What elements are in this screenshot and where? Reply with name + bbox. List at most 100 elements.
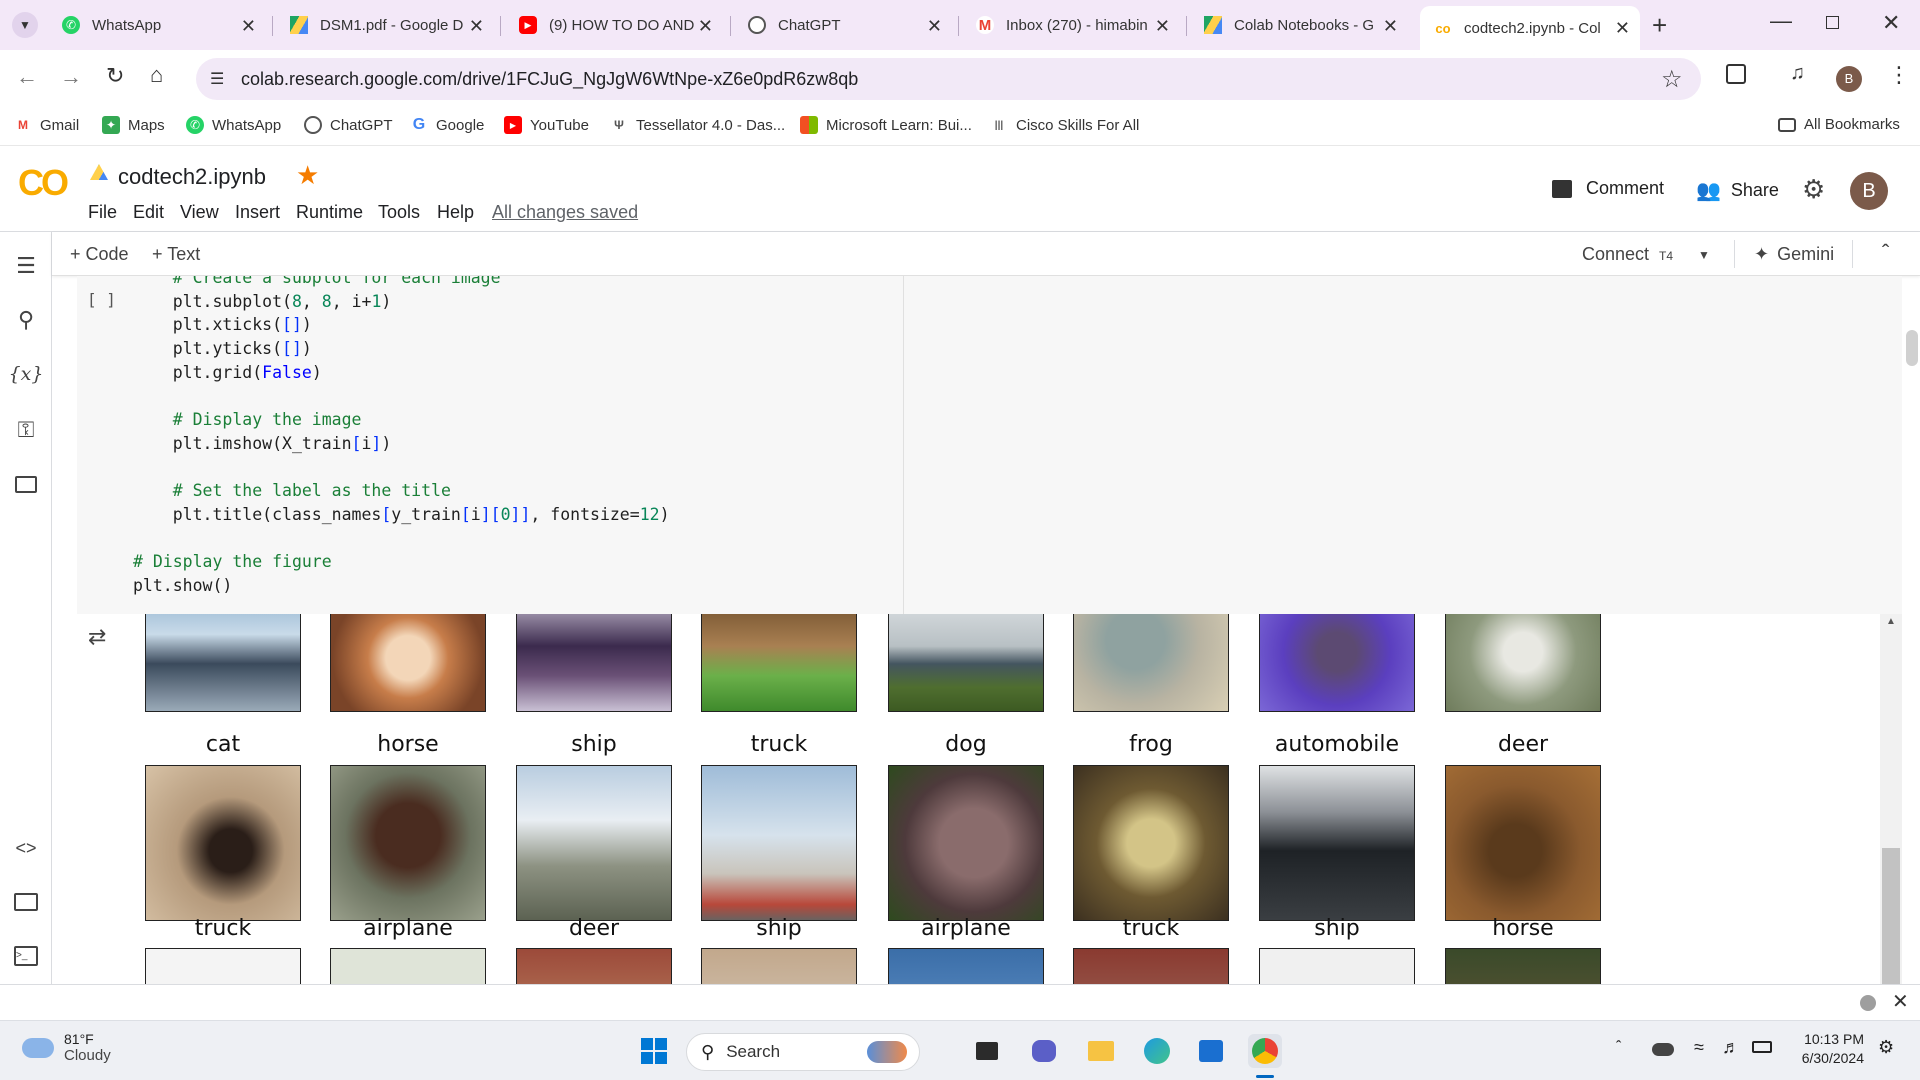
chat-icon[interactable] [1027,1034,1061,1068]
image-tile [888,614,1044,712]
star-icon[interactable]: ★ [296,160,320,190]
profile-avatar[interactable]: B [1836,66,1862,92]
bookmark-cisco[interactable]: ||| Cisco Skills For All [990,116,1140,134]
gear-icon[interactable]: ⚙ [1802,174,1826,204]
code-snippets-icon[interactable]: <> [15,837,37,858]
weather-widget[interactable]: 81°F Cloudy [22,1031,111,1064]
code-cell[interactable]: [ ] # Create a subplot for each image pl… [77,276,1902,614]
menu-view[interactable]: View [180,202,219,222]
bookmark-star-icon[interactable]: ☆ [1661,66,1683,93]
close-icon[interactable]: ✕ [1382,16,1398,36]
close-icon[interactable]: ✕ [697,16,713,36]
bookmark-chatgpt[interactable]: ChatGPT [304,116,393,134]
bookmark-gmail[interactable]: M Gmail [14,116,79,134]
menu-runtime[interactable]: Runtime [296,202,364,222]
chatgpt-icon [304,116,322,134]
share-button[interactable]: 👥 Share [1696,178,1779,203]
comment-button[interactable]: Comment [1552,178,1664,199]
close-icon[interactable]: ✕ [468,16,484,36]
task-view-icon[interactable] [970,1034,1004,1068]
close-icon[interactable]: ✕ [240,16,256,36]
menu-edit[interactable]: Edit [133,202,165,222]
weather-temp: 81°F [64,1031,94,1047]
bookmark-tessellator[interactable]: Ψ Tessellator 4.0 - Das... [610,116,785,134]
add-code-button[interactable]: + Code [70,244,129,264]
reload-icon[interactable]: ↻ [106,63,125,88]
tab-colab-notebooks[interactable]: Colab Notebooks - G ✕ [1190,8,1408,42]
close-icon[interactable]: ✕ [1892,991,1909,1013]
account-avatar[interactable]: B [1850,172,1888,210]
address-bar[interactable]: ☰ colab.research.google.com/drive/1FCJuG… [196,58,1701,100]
notebook-title[interactable]: codtech2.ipynb [118,164,266,189]
browser-menu-icon[interactable]: ⋮ [1888,62,1910,87]
clock[interactable]: 10:13 PM 6/30/2024 [1788,1031,1864,1066]
menu-tools[interactable]: Tools [378,202,421,222]
minimize-button[interactable]: — [1770,8,1792,33]
tab-youtube[interactable]: ▶ (9) HOW TO DO AND ✕ [505,8,723,42]
variables-icon[interactable]: {x} [8,363,44,385]
site-info-icon[interactable]: ☰ [210,71,225,88]
bookmark-maps[interactable]: ✦ Maps [102,116,165,134]
extensions-icon[interactable] [1726,64,1746,84]
colab-logo[interactable]: CO [18,162,69,203]
restore-button[interactable] [1826,16,1839,29]
new-tab-button[interactable]: + [1652,10,1668,40]
bookmark-youtube[interactable]: ▶ YouTube [504,116,589,134]
file-explorer-icon[interactable] [1084,1034,1118,1068]
onedrive-icon[interactable] [1652,1043,1674,1056]
close-icon[interactable]: ✕ [1154,16,1170,36]
output-toggle-icon[interactable]: ⇄ [88,624,107,649]
close-icon[interactable]: ✕ [926,16,942,36]
tab-search-button[interactable]: ▼ [12,12,38,38]
add-text-button[interactable]: + Text [152,244,201,264]
chevron-up-icon[interactable]: ˆ [1882,240,1890,265]
connect-button[interactable]: Connect T4 [1582,244,1673,265]
windows-start-icon[interactable] [637,1034,671,1068]
cell-execution-status[interactable]: [ ] [87,290,116,309]
command-palette-icon[interactable] [12,888,40,916]
notebook-scrollbar-thumb[interactable] [1906,330,1918,366]
table-of-contents-icon[interactable]: ☰ [16,253,36,278]
back-icon[interactable]: ← [16,64,38,89]
output-scrollbar[interactable]: ▲ [1880,614,1902,984]
wifi-icon[interactable]: ≈ [1694,1037,1704,1057]
chrome-icon[interactable] [1248,1034,1282,1068]
home-icon[interactable]: ⌂ [150,62,164,87]
media-controls-icon[interactable]: ♫ [1790,62,1805,84]
tab-whatsapp[interactable]: ✆ WhatsApp ✕ [48,8,266,42]
close-icon[interactable]: ✕ [1614,18,1630,38]
edge-icon[interactable] [1140,1034,1174,1068]
bookmark-microsoft-learn[interactable]: Microsoft Learn: Bui... [800,116,972,134]
taskbar-search[interactable]: ⚲ Search [686,1033,920,1071]
image-label: frog [1129,732,1173,757]
microsoft-store-icon[interactable] [1194,1034,1228,1068]
gemini-button[interactable]: ✦ Gemini [1754,244,1834,265]
tab-codtech2-active[interactable]: co codtech2.ipynb - Col ✕ [1420,6,1640,50]
image-label: airplane [363,916,453,941]
chevron-down-icon[interactable]: ▼ [1698,248,1710,262]
folder-icon[interactable] [12,470,40,498]
terminal-icon[interactable]: >_ [12,942,40,970]
all-bookmarks[interactable]: All Bookmarks [1778,116,1900,133]
tab-chatgpt[interactable]: ChatGPT ✕ [734,8,952,42]
url-text[interactable]: colab.research.google.com/drive/1FCJuG_N… [241,69,859,89]
save-status[interactable]: All changes saved [492,202,639,222]
menu-file[interactable]: File [88,202,118,222]
battery-icon[interactable] [1752,1041,1772,1053]
chevron-up-icon[interactable]: ˆ [1616,1039,1622,1056]
code-editor[interactable]: # Create a subplot for each image plt.su… [133,276,670,596]
volume-icon[interactable]: ♬ [1722,1037,1740,1057]
tab-dsm1-pdf[interactable]: DSM1.pdf - Google D ✕ [276,8,494,42]
bookmark-google[interactable]: G Google [410,116,485,134]
menu-insert[interactable]: Insert [235,202,281,222]
notification-bell-icon[interactable]: ⚙ [1878,1037,1895,1057]
search-icon[interactable]: ⚲ [17,307,35,332]
scrollbar-thumb[interactable] [1882,848,1900,984]
forward-icon[interactable]: → [60,64,82,89]
close-window-button[interactable]: ✕ [1882,10,1901,35]
scroll-up-arrow[interactable]: ▲ [1886,616,1896,627]
secrets-key-icon[interactable]: ⚿ [17,417,35,442]
menu-help[interactable]: Help [437,202,475,222]
bookmark-whatsapp[interactable]: ✆ WhatsApp [186,116,281,134]
tab-gmail[interactable]: M Inbox (270) - himabin ✕ [962,8,1180,42]
